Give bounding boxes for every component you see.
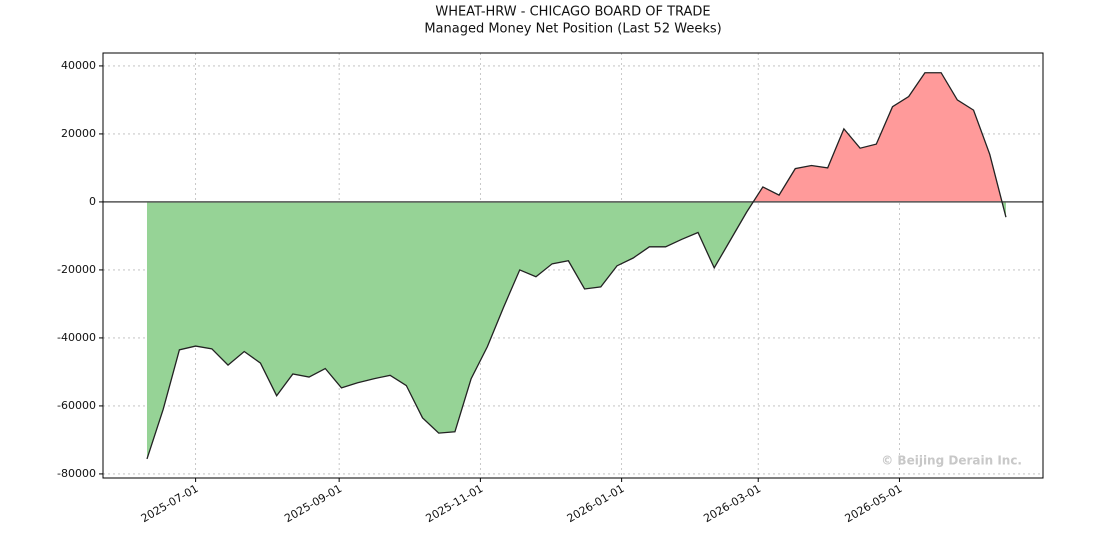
chart-subtitle: Managed Money Net Position (Last 52 Week… (424, 22, 721, 37)
y-tick-label: -60000 (57, 399, 96, 412)
plot-frame (102, 52, 1044, 479)
series-line (146, 72, 1007, 460)
x-tick-label: 2025-07-01 (139, 482, 201, 525)
x-tick-label: 2025-09-01 (282, 482, 344, 525)
watermark: © Beijing Derain Inc. (881, 454, 1022, 468)
x-tick-label: 2026-01-01 (565, 482, 627, 525)
y-tick-label: 20000 (61, 127, 96, 140)
area-fill (146, 201, 754, 459)
y-tick-label: -80000 (57, 467, 96, 480)
y-tick-label: 40000 (61, 59, 96, 72)
x-tick-label: 2026-03-01 (701, 482, 763, 525)
chart-title: WHEAT-HRW - CHICAGO BOARD OF TRADE (435, 5, 710, 20)
y-tick-label: -20000 (57, 263, 96, 276)
y-tick-label: 0 (89, 195, 96, 208)
x-tick-label: 2026-05-01 (843, 482, 905, 525)
area-fill (753, 72, 1003, 202)
y-tick-label: -40000 (57, 331, 96, 344)
x-tick-label: 2025-11-01 (424, 482, 486, 525)
